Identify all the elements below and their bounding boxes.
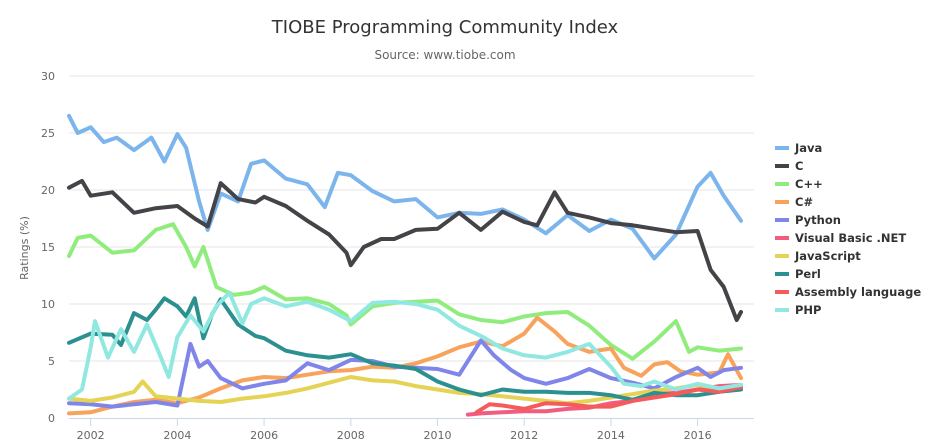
legend-label: C++: [795, 177, 823, 191]
series-line-c[interactable]: [67, 222, 743, 361]
series-line-javascript[interactable]: [67, 375, 743, 406]
legend-item[interactable]: Visual Basic .NET: [775, 231, 906, 245]
legend: Java C C++ C# Python Visual Basic .NET JavaScr…: [775, 141, 921, 317]
series-lines: [67, 113, 743, 417]
chart-title: TIOBE Programming Community Index: [271, 17, 619, 38]
legend-item[interactable]: Assembly language: [775, 285, 921, 299]
legend-item[interactable]: Perl: [775, 267, 821, 281]
x-tick-label: 2002: [77, 429, 105, 442]
legend-label: Perl: [795, 267, 821, 281]
series-line-java[interactable]: [67, 113, 743, 261]
legend-label: Visual Basic .NET: [795, 231, 906, 245]
legend-label: JavaScript: [794, 249, 861, 263]
legend-item[interactable]: Java: [775, 141, 822, 155]
y-tick-label: 15: [41, 241, 55, 254]
y-axis-label: Ratings (%): [18, 216, 31, 280]
series-line-c[interactable]: [67, 315, 743, 416]
legend-label: C#: [795, 195, 813, 209]
legend-item[interactable]: Python: [775, 213, 841, 227]
grid-lines: [69, 75, 754, 362]
y-tick-label: 20: [41, 184, 55, 197]
x-axis-ticks: 2002 2004 2006 2008 2010 2012 2014 2016: [77, 418, 712, 442]
x-tick-label: 2008: [337, 429, 365, 442]
y-tick-label: 5: [48, 355, 55, 368]
series-line-perl[interactable]: [67, 296, 743, 402]
y-tick-label: 25: [41, 127, 55, 140]
legend-item[interactable]: C: [775, 159, 803, 173]
x-tick-label: 2012: [510, 429, 538, 442]
y-axis-ticks: 0 5 10 15 20 25 30: [41, 70, 55, 425]
legend-label: Assembly language: [795, 285, 921, 299]
legend-item[interactable]: JavaScript: [775, 249, 861, 263]
legend-label: Python: [795, 213, 841, 227]
legend-item[interactable]: C++: [775, 177, 823, 191]
y-tick-label: 30: [41, 70, 55, 83]
series-line-c[interactable]: [67, 178, 743, 322]
y-tick-label: 10: [41, 298, 55, 311]
legend-label: C: [795, 159, 803, 173]
legend-label: PHP: [795, 303, 821, 317]
x-tick-label: 2010: [424, 429, 452, 442]
y-tick-label: 0: [48, 412, 55, 425]
series-line-assembly-language[interactable]: [474, 385, 743, 415]
chart-subtitle: Source: www.tiobe.com: [374, 48, 515, 62]
x-tick-label: 2006: [250, 429, 278, 442]
x-tick-label: 2014: [597, 429, 625, 442]
legend-item[interactable]: C#: [775, 195, 813, 209]
x-tick-label: 2004: [163, 429, 191, 442]
series-line-php[interactable]: [67, 290, 743, 401]
legend-label: Java: [794, 141, 822, 155]
x-tick-label: 2016: [684, 429, 712, 442]
legend-item[interactable]: PHP: [775, 303, 821, 317]
